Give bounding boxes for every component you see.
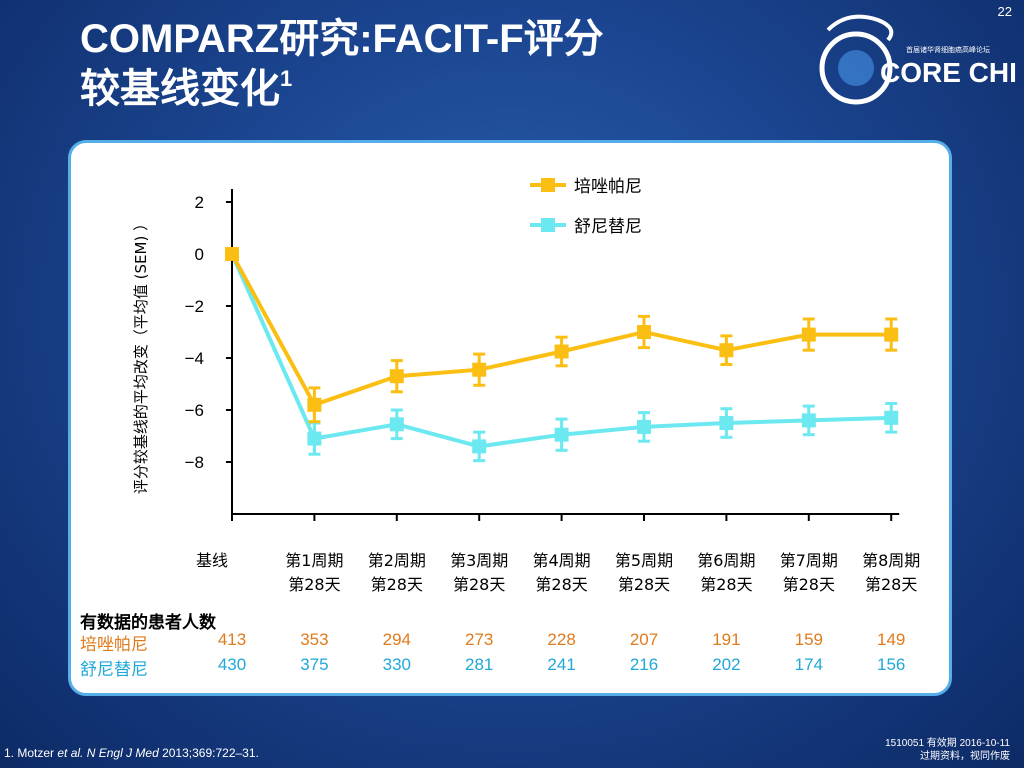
y-tick-label: 0 — [195, 245, 204, 264]
x-tick-label: 第4周期第28天 — [533, 551, 591, 594]
code-line-1: 1510051 有效期 2016-10-11 — [885, 738, 1010, 749]
x-tick-label-line: 第28天 — [535, 575, 587, 594]
data-point — [225, 247, 239, 261]
y-tick-label: 2 — [195, 193, 204, 212]
footnote-journal: N Engl J Med — [86, 746, 159, 760]
x-tick-label-line: 第28天 — [618, 575, 670, 594]
count-value: 330 — [382, 655, 411, 674]
x-tick-label-line: 第6周期 — [697, 551, 755, 570]
logo-text: CORE CHINA — [880, 57, 1018, 88]
document-code: 1510051 有效期 2016-10-11 过期资料，视同作废 — [885, 737, 1010, 763]
data-point — [472, 439, 487, 454]
x-tick-label-line: 第28天 — [288, 575, 340, 594]
data-point — [389, 369, 404, 384]
x-tick-label-line: 第28天 — [700, 575, 752, 594]
data-point — [637, 419, 651, 434]
count-value: 191 — [712, 630, 741, 649]
data-point — [884, 410, 899, 425]
x-tick-label: 第5周期第28天 — [615, 551, 673, 594]
count-value: 273 — [465, 630, 494, 649]
x-tick-label-line: 第3周期 — [450, 551, 508, 570]
x-tick-label-line: 第28天 — [453, 575, 505, 594]
title-reference: 1 — [280, 66, 293, 91]
data-point — [801, 327, 816, 342]
x-tick-label-line: 第5周期 — [615, 551, 673, 570]
count-value: 174 — [794, 655, 823, 674]
title-line-2: 较基线变化 — [80, 67, 280, 111]
code-line-2: 过期资料，视同作废 — [920, 751, 1010, 762]
count-value: 430 — [217, 655, 247, 674]
x-tick-label-line: 第2周期 — [368, 551, 426, 570]
count-row-label: 舒尼替尼 — [80, 660, 148, 679]
data-point — [719, 343, 734, 358]
count-value: 241 — [547, 655, 576, 674]
series-1 — [225, 247, 899, 424]
footnote-authors: 1. Motzer — [4, 746, 58, 760]
x-tick-label: 第3周期第28天 — [450, 551, 508, 594]
x-tick-label: 基线 — [196, 551, 228, 570]
data-point — [554, 427, 569, 442]
y-tick-label: −6 — [185, 401, 204, 420]
count-value: 156 — [877, 655, 906, 674]
data-point — [554, 344, 569, 359]
data-point — [307, 397, 322, 412]
x-tick-label-line: 第4周期 — [533, 551, 591, 570]
x-tick-label-line: 第7周期 — [780, 551, 838, 570]
y-tick-label: −4 — [185, 349, 204, 368]
y-axis-label: 评分较基线的平均改变（平均值 (SEM) ） — [132, 216, 150, 494]
dragon-logo-icon — [819, 31, 893, 105]
count-value: 149 — [877, 630, 906, 649]
x-tick-label-line: 第28天 — [371, 575, 423, 594]
page-number: 22 — [997, 4, 1012, 19]
data-point — [637, 325, 651, 339]
logo-subtitle: 首届诸华肾细胞癌高峰论坛 — [906, 45, 990, 54]
count-row-label: 培唑帕尼 — [80, 635, 148, 654]
x-tick-label: 第8周期第28天 — [862, 551, 920, 594]
data-point — [389, 417, 404, 432]
x-tick-label: 第1周期第28天 — [285, 551, 343, 594]
legend-label: 培唑帕尼 — [574, 177, 642, 197]
x-tick-label-line: 第8周期 — [862, 551, 920, 570]
count-value: 159 — [794, 630, 823, 649]
legend-label: 舒尼替尼 — [574, 217, 642, 237]
data-point — [801, 413, 816, 428]
legend-marker — [541, 218, 555, 232]
count-value: 413 — [217, 630, 247, 649]
y-tick-label: −2 — [185, 297, 204, 316]
slide-title: COMPARZ研究:FACIT-F评分 较基线变化1 — [80, 14, 604, 114]
count-value: 228 — [547, 630, 576, 649]
count-value: 281 — [465, 655, 494, 674]
x-tick-label: 第6周期第28天 — [697, 551, 755, 594]
count-value: 202 — [712, 655, 741, 674]
footnote-etal: et al. — [57, 746, 84, 760]
title-line-1: COMPARZ研究:FACIT-F评分 — [80, 17, 604, 61]
x-tick-label-line: 基线 — [196, 551, 228, 570]
x-tick-label-line: 第28天 — [865, 575, 917, 594]
footnote-citation: 2013;369:722–31. — [158, 746, 259, 760]
count-value: 207 — [629, 630, 659, 649]
data-point — [307, 431, 322, 446]
data-point — [719, 416, 734, 430]
data-point — [884, 327, 899, 342]
count-value: 216 — [629, 655, 659, 674]
x-tick-label: 第7周期第28天 — [780, 551, 838, 594]
legend-marker — [541, 178, 555, 192]
x-tick-label-line: 第1周期 — [285, 551, 343, 570]
footnote: 1. Motzer et al. N Engl J Med 2013;369:7… — [4, 746, 259, 760]
core-china-logo: CORE CHINA 首届诸华肾细胞癌高峰论坛 — [819, 14, 1018, 105]
count-value: 353 — [300, 630, 329, 649]
series-line — [230, 253, 892, 408]
series-2 — [225, 247, 899, 463]
x-tick-label-line: 第28天 — [783, 575, 835, 594]
y-tick-label: −8 — [185, 453, 204, 472]
data-point — [472, 362, 487, 377]
count-value: 294 — [382, 630, 411, 649]
x-tick-label: 第2周期第28天 — [368, 551, 426, 594]
patient-counts-title: 有数据的患者人数 — [80, 613, 216, 632]
count-value: 375 — [300, 655, 329, 674]
